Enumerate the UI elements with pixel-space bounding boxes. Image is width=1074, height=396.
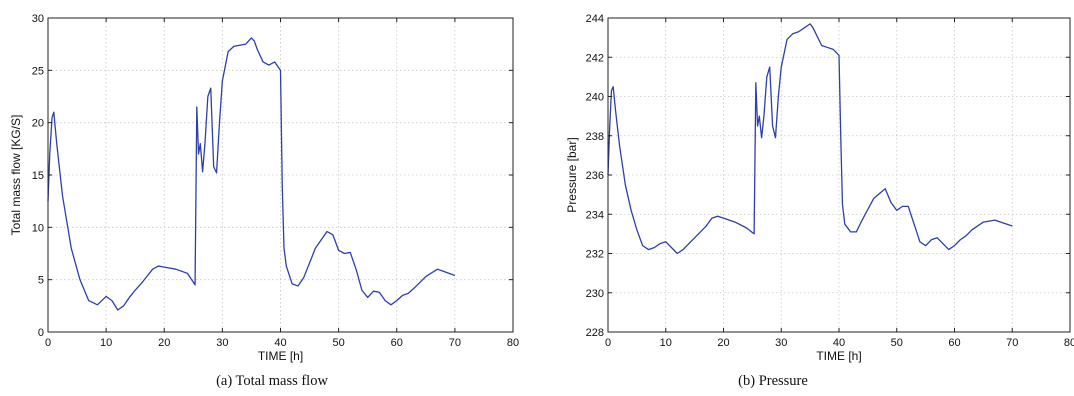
- y-tick-label: 0: [38, 327, 44, 339]
- figure-caption: (b) Pressure: [738, 373, 808, 389]
- y-tick-label: 230: [586, 288, 604, 300]
- x-tick-label: 70: [1006, 337, 1018, 349]
- x-tick-label: 50: [333, 337, 345, 349]
- x-tick-label: 0: [45, 337, 51, 349]
- x-tick-label: 30: [216, 337, 228, 349]
- x-tick-label: 40: [833, 337, 845, 349]
- y-tick-label: 232: [586, 249, 604, 261]
- x-axis-label: TIME [h]: [258, 349, 303, 363]
- y-tick-label: 238: [586, 131, 604, 143]
- y-axis-label: Total mass flow [KG/S]: [9, 115, 23, 236]
- x-tick-label: 60: [391, 337, 403, 349]
- chart-total-mass-flow: 0 10 20 30 40 50 60 70 80 0 5 10 15 20 25 30 TIME [h] Tot…: [9, 13, 519, 389]
- y-tick-label: 25: [32, 65, 44, 77]
- y-tick-label: 236: [586, 170, 604, 182]
- figure-caption: (a) Total mass flow: [216, 373, 328, 389]
- x-tick-label: 70: [449, 337, 461, 349]
- x-tick-label: 0: [605, 337, 611, 349]
- x-tick-label: 40: [274, 337, 286, 349]
- y-tick-label: 240: [586, 92, 604, 104]
- x-tick-label: 50: [891, 337, 903, 349]
- y-tick-label: 20: [32, 118, 44, 130]
- x-tick-label: 30: [775, 337, 787, 349]
- x-tick-label: 20: [158, 337, 170, 349]
- y-tick-label: 10: [32, 222, 44, 234]
- series-line: [47, 37, 456, 311]
- y-tick-label: 30: [32, 13, 44, 25]
- x-tick-label: 60: [948, 337, 960, 349]
- x-tick-label: 80: [1064, 337, 1074, 349]
- y-tick-label: 15: [32, 170, 44, 182]
- y-tick-label: 244: [586, 13, 604, 25]
- x-axis-label: TIME [h]: [816, 349, 861, 363]
- x-tick-label: 10: [660, 337, 672, 349]
- chart-pressure: 0 10 20 30 40 50 60 70 80 228 230 232 234 236 238 240 24…: [565, 13, 1074, 389]
- x-tick-label: 10: [100, 337, 112, 349]
- x-tick-label: 80: [507, 337, 519, 349]
- y-axis-label: Pressure [bar]: [565, 137, 579, 212]
- series-line: [607, 23, 1013, 255]
- x-tick-label: 20: [717, 337, 729, 349]
- y-tick-label: 228: [586, 327, 604, 339]
- y-tick-label: 234: [586, 209, 604, 221]
- y-tick-label: 5: [38, 275, 44, 287]
- y-tick-label: 242: [586, 52, 604, 64]
